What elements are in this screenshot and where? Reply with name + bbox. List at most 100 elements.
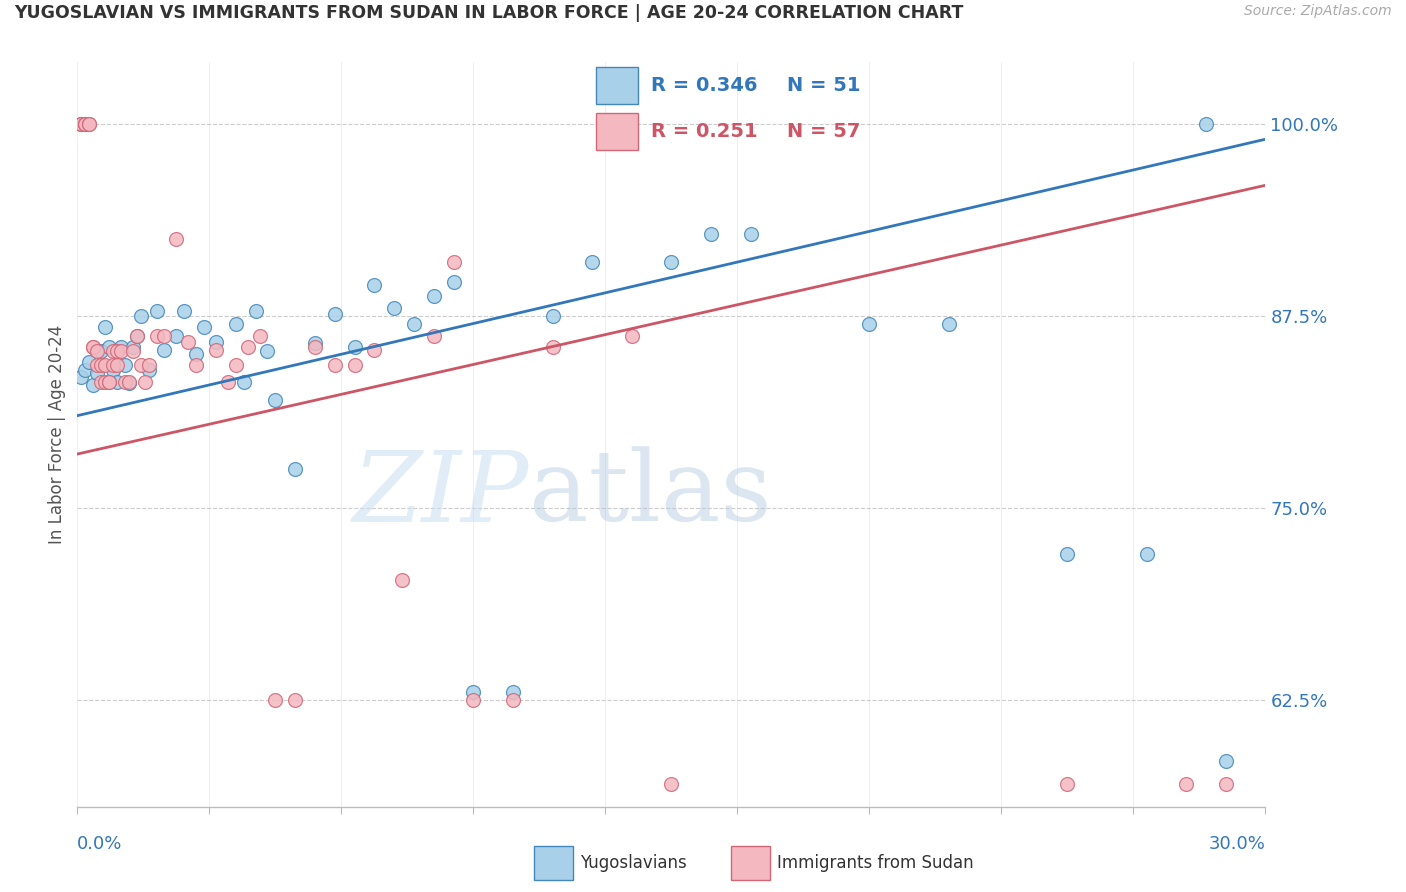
Point (363, 343, 385, 357)
Point (225, 317, 247, 331)
Bar (596, 67, 638, 104)
Point (77, 117, 100, 131)
Text: Immigrants from Sudan: Immigrants from Sudan (778, 854, 973, 872)
Point (86, 366, 108, 380)
Point (463, 692, 485, 706)
Point (225, 358, 247, 372)
Point (70, 117, 93, 131)
Point (443, 275, 465, 289)
Point (101, 358, 124, 372)
Point (82, 340, 104, 354)
Point (70, 117, 93, 131)
Point (700, 227, 723, 242)
Point (75, 117, 97, 131)
Bar (596, 113, 638, 150)
Point (541, 340, 564, 354)
Point (323, 358, 346, 372)
Point (101, 362, 124, 376)
Point (75, 117, 97, 131)
Point (186, 358, 208, 372)
Point (105, 375, 128, 389)
Point (304, 336, 326, 351)
Point (110, 340, 132, 354)
Point (77, 355, 100, 369)
Point (256, 344, 278, 359)
Point (153, 343, 176, 357)
Point (177, 334, 200, 349)
Text: 30.0%: 30.0% (1209, 835, 1265, 853)
Text: ZIP: ZIP (353, 447, 529, 542)
Point (205, 334, 228, 349)
Text: R = 0.346: R = 0.346 (651, 76, 758, 95)
Point (173, 304, 195, 318)
Point (232, 375, 254, 389)
Point (1056, 777, 1078, 791)
Point (661, 777, 683, 791)
Point (138, 362, 160, 376)
Point (740, 227, 762, 242)
Point (463, 685, 485, 699)
Bar (731, 846, 770, 880)
Point (938, 317, 960, 331)
Point (153, 328, 176, 343)
Point (138, 358, 160, 372)
Point (134, 375, 156, 389)
Point (620, 328, 643, 343)
Point (193, 319, 215, 334)
Point (382, 301, 405, 315)
Point (114, 375, 136, 389)
Point (304, 340, 326, 354)
Point (145, 328, 167, 343)
Bar (534, 846, 574, 880)
Point (343, 358, 366, 372)
Point (661, 255, 683, 269)
Text: N = 51: N = 51 (787, 76, 860, 95)
Point (94, 358, 117, 372)
Point (75, 117, 97, 131)
Point (75, 362, 97, 376)
Point (129, 309, 152, 323)
Point (118, 375, 141, 389)
Point (391, 573, 413, 587)
Point (90, 358, 112, 372)
Point (423, 289, 446, 303)
Point (186, 347, 208, 361)
Text: Yugoslavians: Yugoslavians (581, 854, 686, 872)
Point (264, 393, 287, 408)
Point (70, 117, 93, 131)
Point (77, 117, 100, 131)
Point (1056, 547, 1078, 561)
Text: 0.0%: 0.0% (77, 835, 122, 853)
Point (90, 375, 112, 389)
Point (502, 685, 524, 699)
Point (858, 317, 880, 331)
Point (105, 344, 128, 359)
Point (110, 344, 132, 359)
Point (94, 375, 117, 389)
Point (1215, 777, 1237, 791)
Point (121, 340, 143, 354)
Point (217, 375, 239, 389)
Point (82, 340, 104, 354)
Text: YUGOSLAVIAN VS IMMIGRANTS FROM SUDAN IN LABOR FORCE | AGE 20-24 CORRELATION CHAR: YUGOSLAVIAN VS IMMIGRANTS FROM SUDAN IN … (14, 4, 963, 22)
Point (101, 344, 124, 359)
Point (125, 328, 148, 343)
Point (125, 328, 148, 343)
Point (581, 255, 603, 269)
Point (1195, 117, 1218, 131)
Point (264, 692, 287, 706)
Point (94, 319, 117, 334)
Point (90, 344, 112, 359)
Point (145, 304, 167, 318)
Point (98, 375, 121, 389)
Point (323, 307, 346, 321)
Point (502, 692, 524, 706)
Point (86, 358, 108, 372)
Text: atlas: atlas (529, 447, 772, 542)
Point (121, 344, 143, 359)
Point (443, 255, 465, 269)
Point (86, 344, 108, 359)
Text: R = 0.251: R = 0.251 (651, 122, 758, 141)
Point (98, 375, 121, 389)
Point (129, 358, 152, 372)
